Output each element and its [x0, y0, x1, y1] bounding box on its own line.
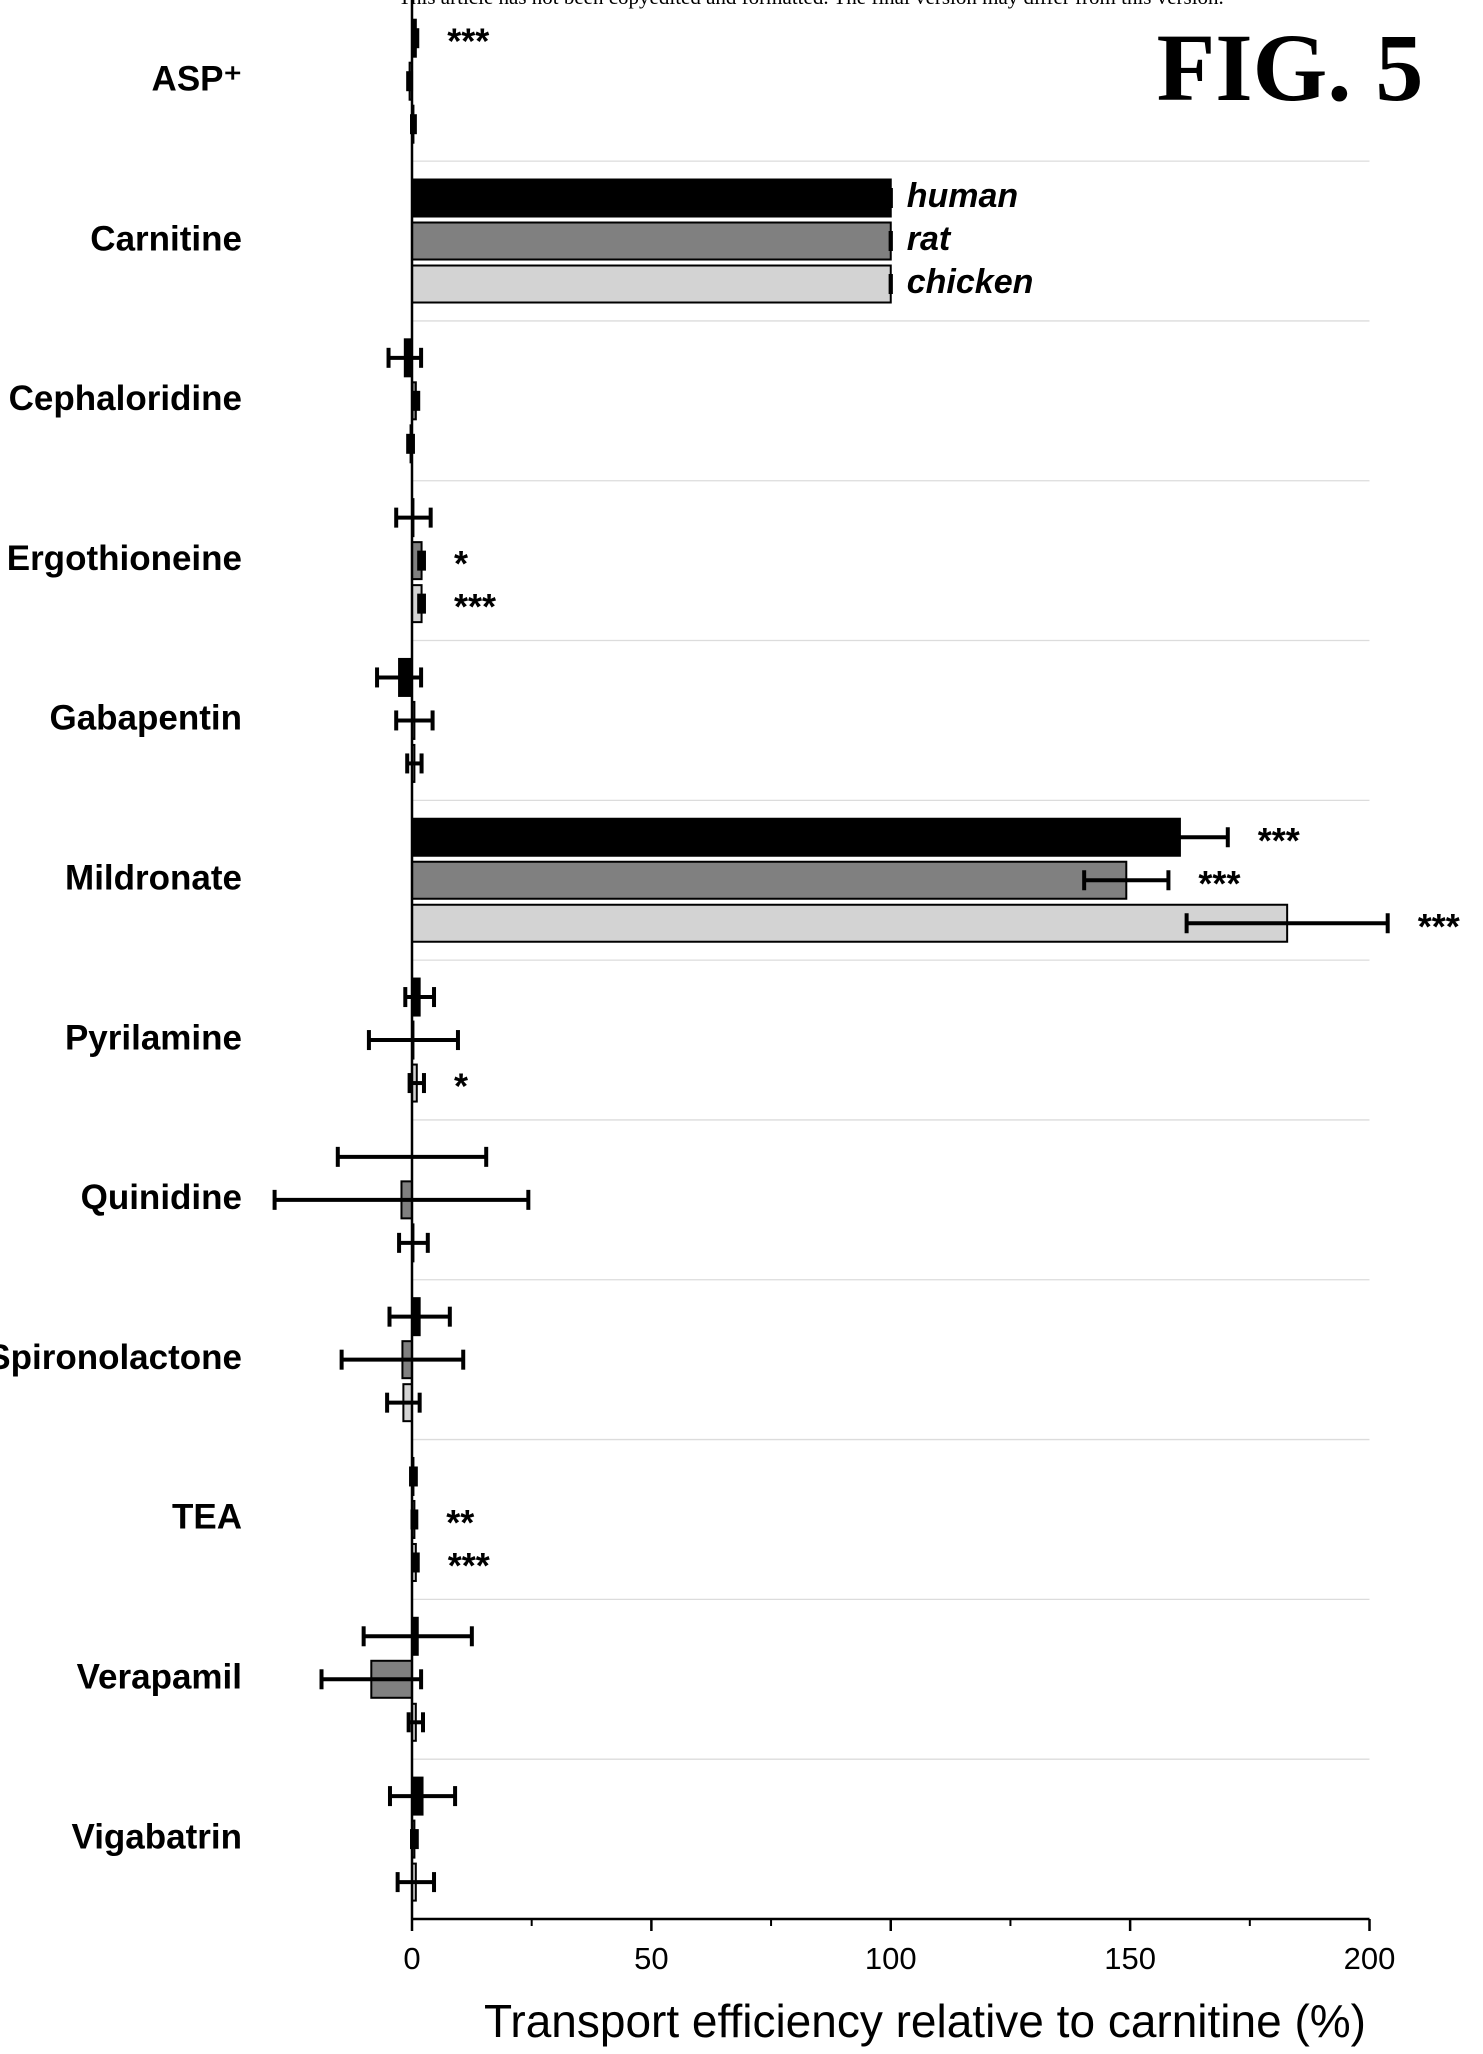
category-label: Quinidine [81, 1178, 242, 1217]
significance-label: * [454, 1066, 468, 1107]
significance-label: ** [446, 1502, 474, 1543]
significance-label: *** [447, 21, 489, 62]
legend-label: chicken [907, 263, 1034, 301]
bar [411, 264, 892, 304]
error-bar [272, 1189, 531, 1210]
x-tick-label: 0 [403, 1941, 420, 1976]
error-bar [397, 1232, 430, 1253]
error-bar [1082, 870, 1171, 891]
error-bar [411, 390, 421, 411]
category-label: Cephaloridine [9, 379, 242, 418]
error-bar [406, 71, 414, 92]
category-label: Verapamil [77, 1658, 242, 1697]
legend-label: rat [907, 220, 952, 258]
significance-label: *** [1198, 863, 1240, 904]
header-note: This article has not been copyedited and… [398, 0, 1224, 9]
category-label: Ergothioneine [7, 539, 242, 578]
x-tick-label: 100 [865, 1941, 917, 1976]
category-label: Mildronate [65, 858, 242, 897]
error-bar [417, 550, 426, 571]
error-bar [366, 1030, 460, 1051]
bar [411, 903, 1289, 943]
error-bar [1184, 913, 1390, 934]
error-bar [375, 667, 424, 688]
category-label: TEA [172, 1498, 242, 1537]
error-bar [387, 1306, 452, 1327]
error-bar [385, 1392, 422, 1413]
error-bar [411, 1552, 420, 1573]
legend-label: human [907, 177, 1018, 215]
x-tick-label: 150 [1104, 1941, 1156, 1976]
significance-label: *** [1258, 820, 1300, 861]
category-label: ASP⁺ [152, 59, 242, 98]
error-bar [394, 507, 433, 528]
significance-label: *** [454, 586, 496, 627]
error-bar [412, 28, 420, 49]
category-label: Carnitine [90, 219, 242, 258]
error-bar [387, 1786, 458, 1807]
error-bar [394, 710, 435, 731]
x-tick-label: 200 [1344, 1941, 1396, 1976]
error-bar [395, 1872, 437, 1893]
error-bar [319, 1669, 424, 1690]
significance-label: * [454, 543, 468, 584]
error-bar [1130, 827, 1230, 848]
figure-label: FIG. 5 [1157, 14, 1424, 121]
category-label: Gabapentin [49, 699, 242, 738]
error-bar [361, 1626, 474, 1647]
bar [411, 860, 1128, 900]
bar [411, 817, 1181, 857]
x-axis-title: Transport efficiency relative to carniti… [484, 1995, 1366, 2047]
error-bar [417, 593, 426, 614]
error-bar [403, 987, 437, 1008]
significance-label: *** [1418, 906, 1460, 947]
bar [411, 178, 892, 218]
error-bar [339, 1349, 466, 1370]
bar [411, 221, 892, 261]
category-label: Spironolactone [0, 1338, 242, 1377]
category-label: Pyrilamine [65, 1018, 242, 1057]
x-tick-label: 50 [634, 1941, 668, 1976]
error-bar [386, 347, 424, 368]
error-bar [405, 753, 424, 774]
significance-label: *** [448, 1545, 490, 1586]
category-label: Vigabatrin [71, 1817, 242, 1856]
